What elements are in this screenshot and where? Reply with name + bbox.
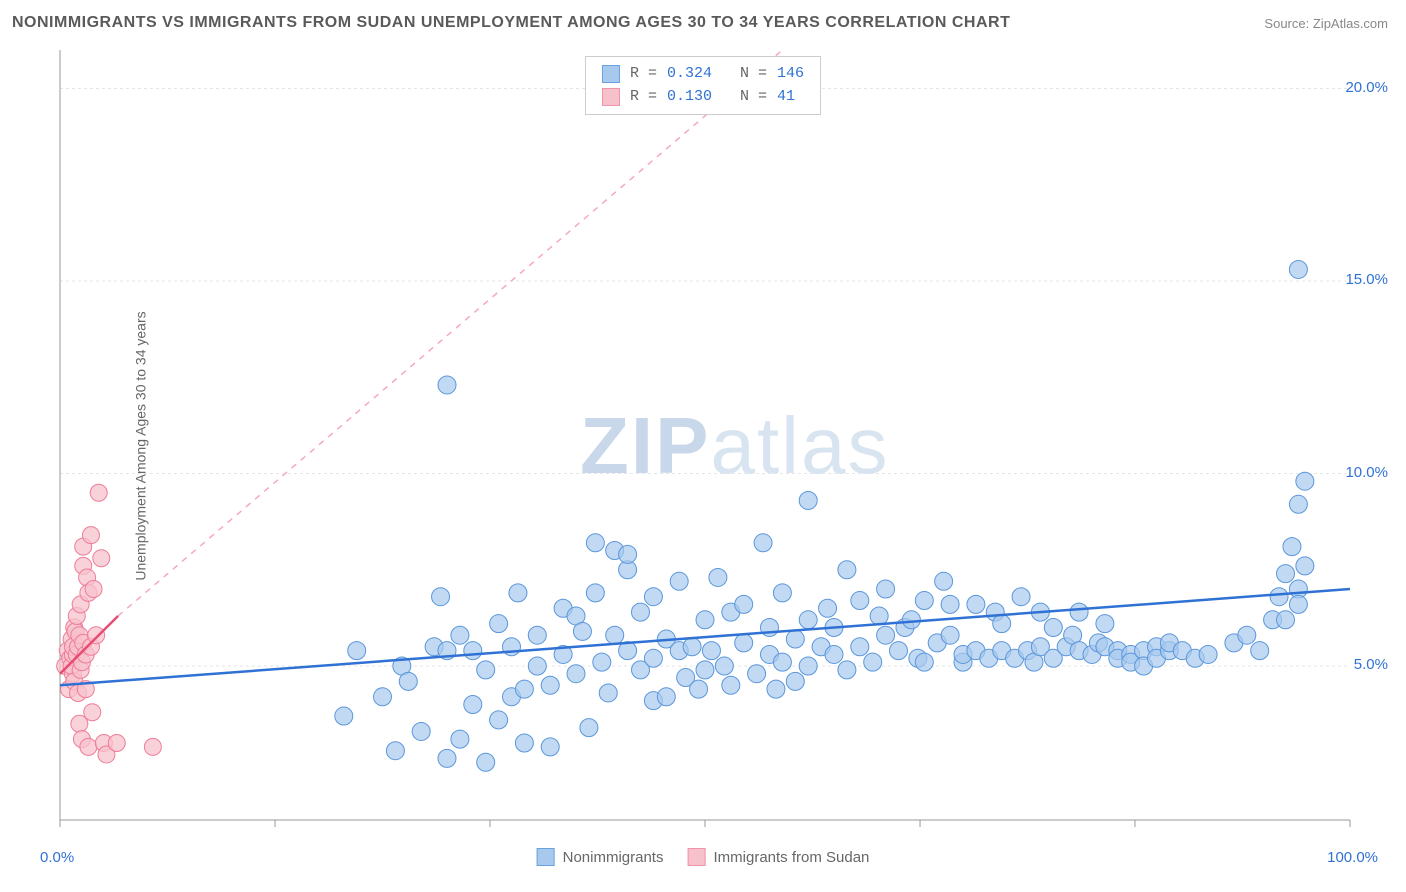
x-axis-min-label: 0.0% bbox=[40, 849, 74, 866]
n-value-0: 146 bbox=[777, 63, 804, 86]
stats-row-blue: R = 0.324 N = 146 bbox=[602, 63, 804, 86]
n-label-1: N = bbox=[740, 86, 767, 109]
chart-title: NONIMMIGRANTS VS IMMIGRANTS FROM SUDAN U… bbox=[12, 14, 1010, 32]
source-link[interactable]: ZipAtlas.com bbox=[1313, 16, 1388, 31]
legend-label-0: Nonimmigrants bbox=[563, 849, 664, 866]
y-tick-label: 15.0% bbox=[1345, 271, 1388, 288]
series-legend: Nonimmigrants Immigrants from Sudan bbox=[537, 848, 870, 866]
chart-container: NONIMMIGRANTS VS IMMIGRANTS FROM SUDAN U… bbox=[0, 0, 1406, 892]
legend-label-1: Immigrants from Sudan bbox=[713, 849, 869, 866]
legend-item-nonimmigrants: Nonimmigrants bbox=[537, 848, 664, 866]
n-value-1: 41 bbox=[777, 86, 795, 109]
scatter-chart bbox=[40, 50, 1390, 850]
r-value-0: 0.324 bbox=[667, 63, 712, 86]
y-tick-label: 10.0% bbox=[1345, 464, 1388, 481]
source-label: Source: bbox=[1264, 16, 1309, 31]
swatch-blue bbox=[602, 65, 620, 83]
r-label-1: R = bbox=[630, 86, 657, 109]
x-axis-max-label: 100.0% bbox=[1327, 849, 1378, 866]
y-tick-label: 5.0% bbox=[1354, 656, 1388, 673]
r-label-0: R = bbox=[630, 63, 657, 86]
stats-legend-box: R = 0.324 N = 146 R = 0.130 N = 41 bbox=[585, 56, 821, 115]
source-attribution: Source: ZipAtlas.com bbox=[1264, 16, 1388, 31]
r-value-1: 0.130 bbox=[667, 86, 712, 109]
n-label-0: N = bbox=[740, 63, 767, 86]
legend-item-immigrants: Immigrants from Sudan bbox=[687, 848, 869, 866]
legend-swatch-pink bbox=[687, 848, 705, 866]
stats-row-pink: R = 0.130 N = 41 bbox=[602, 86, 804, 109]
legend-swatch-blue bbox=[537, 848, 555, 866]
swatch-pink bbox=[602, 88, 620, 106]
y-tick-label: 20.0% bbox=[1345, 79, 1388, 96]
